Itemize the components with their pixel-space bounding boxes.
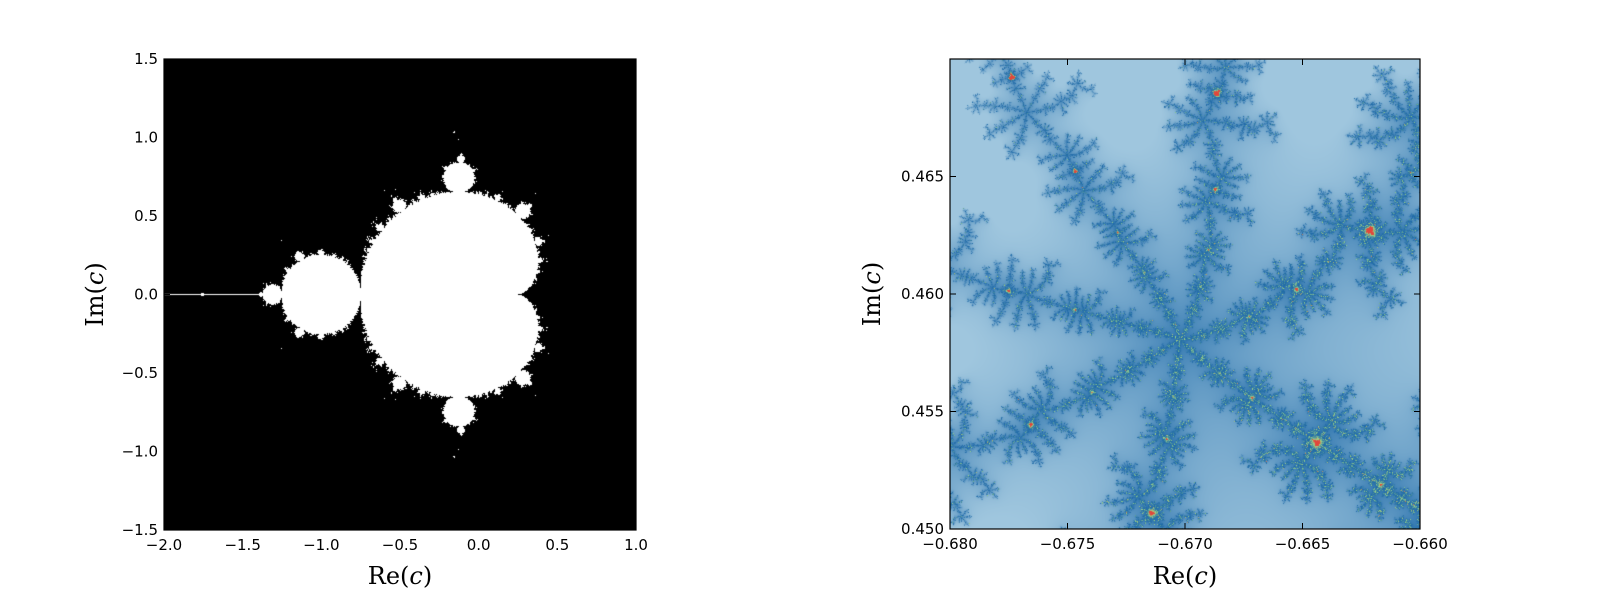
- y-axis-label: Im(c): [858, 262, 886, 326]
- y-tick-label: −1.0: [122, 443, 158, 461]
- mandelbrot-full-image: [164, 59, 636, 530]
- x-tick-label: 0.0: [467, 536, 491, 554]
- x-tick-label: −0.660: [1392, 535, 1448, 553]
- y-tick-label: 1.5: [134, 50, 158, 68]
- y-axis-ticks: −1.5 −1.0 −0.5 0.0 0.5 1.0 1.5: [122, 50, 636, 539]
- x-tick-label: −1.0: [303, 536, 339, 554]
- x-tick-label: −0.665: [1275, 535, 1331, 553]
- x-tick-label: −0.670: [1157, 535, 1213, 553]
- mandelbrot-zoom-plot: −0.680 −0.675 −0.670 −0.665 −0.660 0.4500.45…: [858, 58, 1448, 590]
- y-tick-label: 0.0: [134, 286, 158, 304]
- y-tick-label: 0.455: [901, 403, 944, 421]
- x-axis-ticks: −0.680 −0.675 −0.670 −0.665 −0.660: [922, 59, 1448, 553]
- x-tick-label: 1.0: [624, 536, 648, 554]
- x-tick-label: 0.5: [545, 536, 569, 554]
- y-tick-label: −1.5: [122, 521, 158, 539]
- x-axis-label: Re(c): [368, 562, 432, 590]
- x-tick-label: −0.680: [922, 535, 978, 553]
- y-axis-label: Im(c): [81, 262, 109, 326]
- x-axis-ticks: −2.0 −1.5 −1.0 −0.5 0.0 0.5 1.0: [146, 59, 648, 554]
- x-tick-label: −0.5: [382, 536, 418, 554]
- x-axis-label: Re(c): [1153, 562, 1217, 590]
- mandelbrot-zoom-image: [950, 59, 1420, 529]
- y-tick-label: 0.450: [901, 520, 944, 538]
- y-tick-label: 0.460: [901, 285, 944, 303]
- x-tick-label: −1.5: [224, 536, 260, 554]
- x-tick-label: −0.675: [1040, 535, 1096, 553]
- y-tick-label: 0.5: [134, 207, 158, 225]
- mandelbrot-full-plot: −2.0 −1.5 −1.0 −0.5 0.0 0.5 1.0 −1.5−1.0−0.50.…: [81, 50, 648, 590]
- y-tick-label: 1.0: [134, 129, 158, 147]
- x-tick-label: −2.0: [146, 536, 182, 554]
- y-axis-ticks: 0.450 0.455 0.460 0.465: [901, 168, 1420, 538]
- y-tick-label: −0.5: [122, 364, 158, 382]
- y-tick-label: 0.465: [901, 168, 944, 186]
